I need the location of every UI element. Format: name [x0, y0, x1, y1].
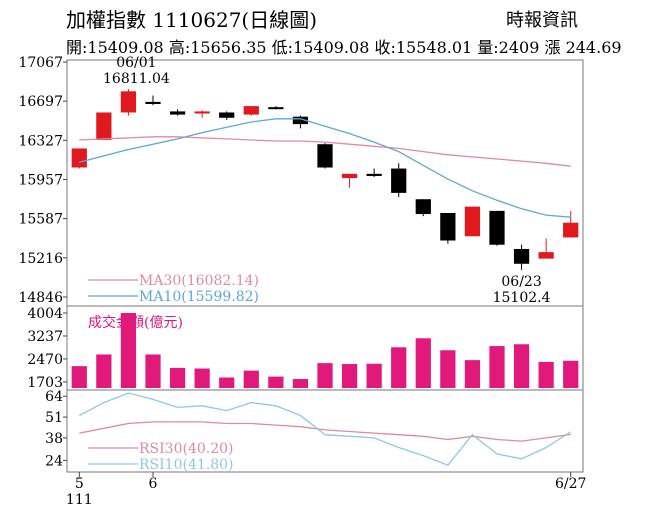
volume-bar — [391, 347, 407, 388]
candle-down — [415, 199, 431, 215]
candle-up — [563, 222, 579, 238]
vol-tick-label: 1703 — [27, 375, 63, 391]
volume-bar — [341, 364, 358, 388]
candle-up — [120, 91, 137, 113]
y-tick-label: 15216 — [18, 251, 63, 267]
candle-down — [268, 107, 284, 110]
candle-down — [440, 212, 456, 241]
volume-bar — [489, 346, 505, 388]
volume-bar — [120, 313, 137, 388]
volume-bar — [538, 361, 554, 388]
volume-bar — [415, 338, 431, 388]
x-tick-label: 6/27 — [555, 476, 586, 492]
legend-rsi30-label: RSI30(40.20) — [139, 441, 233, 457]
low-value-label: 15102.4 — [493, 290, 551, 306]
y-tick-label: 16327 — [18, 133, 63, 149]
candle-up — [71, 148, 87, 168]
volume-bar — [366, 363, 382, 388]
volume-bar — [96, 354, 112, 388]
rsi10-line — [78, 392, 572, 466]
x-tick-label: 6 — [149, 476, 158, 492]
volume-bar — [317, 363, 333, 388]
high-date-label: 06/01 — [116, 55, 156, 71]
candle-down — [489, 210, 505, 245]
candle-down — [169, 111, 186, 115]
volume-bar — [145, 354, 161, 388]
candle-down — [292, 116, 309, 125]
rsi-tick-label: 24 — [45, 453, 63, 469]
volume-bar — [563, 360, 579, 388]
y-tick-label: 14846 — [18, 290, 63, 306]
panel-frame — [66, 59, 584, 307]
candle-down — [391, 168, 407, 193]
y-tick-label: 15957 — [18, 172, 63, 188]
candle-down — [513, 248, 530, 264]
y-tick-label: 17067 — [18, 55, 63, 71]
volume-bar — [169, 367, 186, 388]
legend-ma10-label: MA10(15599.82) — [139, 289, 259, 305]
ohlc-summary: 開:15409.08 高:15656.35 低:15409.08 收:15548… — [66, 38, 622, 57]
high-value-label: 16811.04 — [103, 71, 170, 87]
rsi-tick-label: 38 — [45, 431, 63, 447]
candle-up — [243, 106, 259, 115]
volume-bar — [513, 344, 530, 388]
x-tick-label: 5 — [75, 476, 84, 492]
volume-bar — [194, 368, 210, 388]
candle-down — [219, 112, 235, 118]
vol-tick-label: 2470 — [27, 352, 63, 368]
volume-bar — [464, 360, 481, 388]
candle-up — [194, 111, 210, 114]
candle-up — [538, 252, 554, 259]
rsi-tick-label: 51 — [45, 410, 63, 426]
volume-bar — [71, 366, 87, 388]
volume-bar — [292, 379, 309, 388]
vol-tick-label: 3237 — [27, 329, 63, 345]
x-year-label: 111 — [66, 492, 93, 508]
candle-up — [464, 206, 481, 237]
ma30-line — [79, 136, 571, 167]
candle-down — [145, 101, 161, 105]
ma10-line — [79, 118, 571, 218]
candle-up — [96, 112, 112, 140]
volume-bar — [243, 370, 259, 388]
candle-down — [317, 144, 333, 168]
low-date-label: 06/23 — [501, 274, 541, 290]
chart-title: 加權指數 1110627(日線圖) — [66, 8, 318, 32]
candle-up — [341, 173, 358, 179]
legend-ma30-label: MA30(16082.14) — [139, 273, 259, 289]
candle-down — [366, 173, 382, 176]
rsi30-line — [79, 421, 571, 442]
vol-tick-label: 4004 — [27, 306, 63, 322]
volume-bar — [219, 377, 235, 388]
source-label: 時報資訊 — [506, 10, 578, 31]
y-tick-label: 16697 — [18, 94, 63, 110]
panel-frame — [66, 389, 584, 473]
volume-bar — [268, 376, 284, 388]
y-tick-label: 15587 — [18, 212, 63, 228]
rsi-tick-label: 64 — [45, 389, 63, 405]
volume-bar — [440, 350, 456, 388]
legend-rsi10-label: RSI10(41.80) — [139, 457, 233, 473]
